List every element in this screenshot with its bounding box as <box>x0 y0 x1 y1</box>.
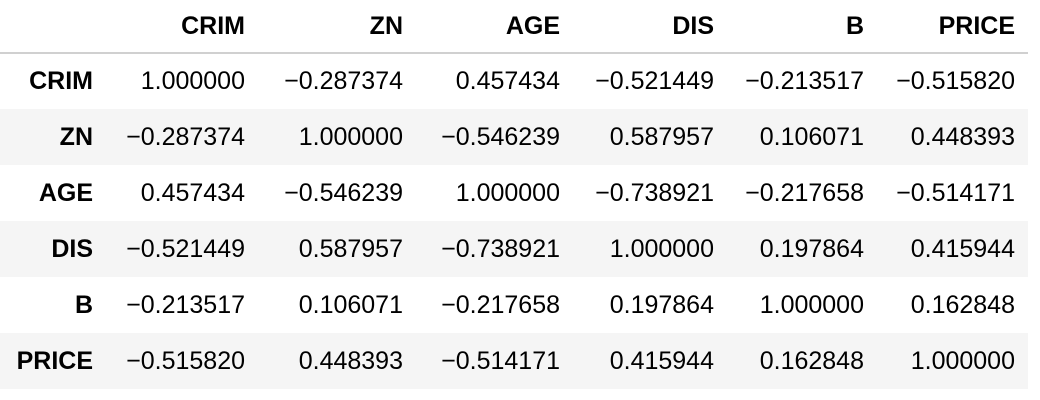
table-cell: −0.217658 <box>441 290 560 319</box>
row-label: AGE <box>38 178 93 207</box>
correlation-table: CRIM ZN AGE DIS B PRICE CRIM 1.000000 −0… <box>0 0 1028 389</box>
table-cell: −0.738921 <box>595 178 714 207</box>
row-label: DIS <box>51 234 93 263</box>
table-cell: 1.000000 <box>140 67 245 95</box>
table-cell: −0.213517 <box>745 67 864 95</box>
table-cell: 0.162848 <box>759 346 864 375</box>
column-header-b: B <box>727 0 877 54</box>
table-cell: −0.521449 <box>126 234 245 263</box>
index-header <box>0 0 103 54</box>
table-cell: −0.287374 <box>126 122 245 151</box>
column-header-age: AGE <box>416 0 573 54</box>
column-header-crim: CRIM <box>103 0 258 54</box>
table-cell: 1.000000 <box>609 234 714 263</box>
table-cell: 1.000000 <box>298 122 403 151</box>
table-cell: 1.000000 <box>759 290 864 319</box>
table-cell: 0.106071 <box>759 122 864 151</box>
table-row: AGE 0.457434 −0.546239 1.000000 −0.73892… <box>0 165 1028 221</box>
table-row: ZN −0.287374 1.000000 −0.546239 0.587957… <box>0 109 1028 165</box>
table-cell: −0.213517 <box>126 290 245 319</box>
table-cell: −0.515820 <box>896 67 1015 95</box>
table-cell: 0.457434 <box>455 67 560 95</box>
table-cell: −0.514171 <box>896 178 1015 207</box>
table-header: CRIM ZN AGE DIS B PRICE <box>0 0 1028 54</box>
table-cell: 0.197864 <box>609 290 714 319</box>
row-label: ZN <box>59 122 93 151</box>
row-label: B <box>74 290 93 319</box>
header-row: CRIM ZN AGE DIS B PRICE <box>0 0 1028 54</box>
table-cell: 0.106071 <box>298 290 403 319</box>
table-cell: 0.415944 <box>910 234 1015 263</box>
table-row: PRICE −0.515820 0.448393 −0.514171 0.415… <box>0 333 1028 389</box>
table-row: CRIM 1.000000 −0.287374 0.457434 −0.5214… <box>0 53 1028 109</box>
table-cell: 0.587957 <box>609 122 714 151</box>
table-cell: 0.448393 <box>298 346 403 375</box>
table-cell: −0.217658 <box>745 178 864 207</box>
table-cell: −0.546239 <box>441 122 560 151</box>
table-cell: −0.521449 <box>595 67 714 95</box>
table-cell: −0.738921 <box>441 234 560 263</box>
table-cell: 0.197864 <box>759 234 864 263</box>
table-body: CRIM 1.000000 −0.287374 0.457434 −0.5214… <box>0 53 1028 389</box>
table-cell: 0.448393 <box>910 122 1015 151</box>
row-label: CRIM <box>29 67 93 95</box>
column-header-price: PRICE <box>877 0 1028 54</box>
table-cell: 0.457434 <box>140 178 245 207</box>
table-cell: −0.287374 <box>284 67 403 95</box>
table-cell: 0.415944 <box>609 346 714 375</box>
table-row: DIS −0.521449 0.587957 −0.738921 1.00000… <box>0 221 1028 277</box>
table-cell: 0.162848 <box>910 290 1015 319</box>
row-label: PRICE <box>16 346 93 375</box>
table-row: B −0.213517 0.106071 −0.217658 0.197864 … <box>0 277 1028 333</box>
column-header-dis: DIS <box>573 0 727 54</box>
column-header-zn: ZN <box>258 0 416 54</box>
table-cell: −0.546239 <box>284 178 403 207</box>
table-cell: 1.000000 <box>455 178 560 207</box>
table-cell: −0.514171 <box>441 346 560 375</box>
table-cell: −0.515820 <box>126 346 245 375</box>
table-cell: 1.000000 <box>910 346 1015 375</box>
table-cell: 0.587957 <box>298 234 403 263</box>
